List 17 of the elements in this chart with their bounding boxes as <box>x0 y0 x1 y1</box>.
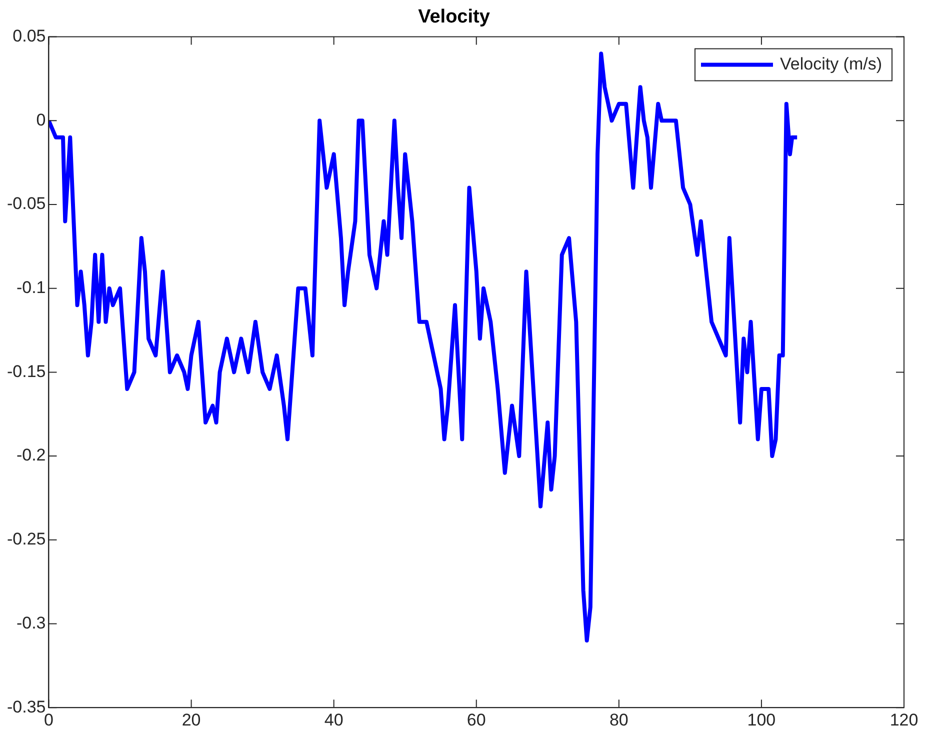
y-tick-label: -0.3 <box>16 613 46 632</box>
y-tick-label: 0 <box>36 110 46 130</box>
x-tick-label: 20 <box>182 710 201 730</box>
chart-title: Velocity <box>418 6 490 28</box>
y-tick-label: -0.15 <box>7 362 46 381</box>
y-tick-label: -0.35 <box>7 697 46 716</box>
y-tick-label: -0.1 <box>16 278 46 298</box>
y-tick-label: -0.05 <box>7 194 46 214</box>
x-tick-label: 80 <box>609 710 628 730</box>
x-tick-label: 40 <box>324 710 344 730</box>
y-tick-label: -0.2 <box>16 446 46 465</box>
y-tick-label: 0.05 <box>12 26 46 46</box>
x-tick-label: 120 <box>890 710 918 730</box>
x-tick-label: 100 <box>747 710 776 730</box>
x-tick-label: 60 <box>466 710 486 730</box>
legend-label: Velocity (m/s) <box>780 54 882 74</box>
y-tick-label: -0.25 <box>7 530 46 549</box>
